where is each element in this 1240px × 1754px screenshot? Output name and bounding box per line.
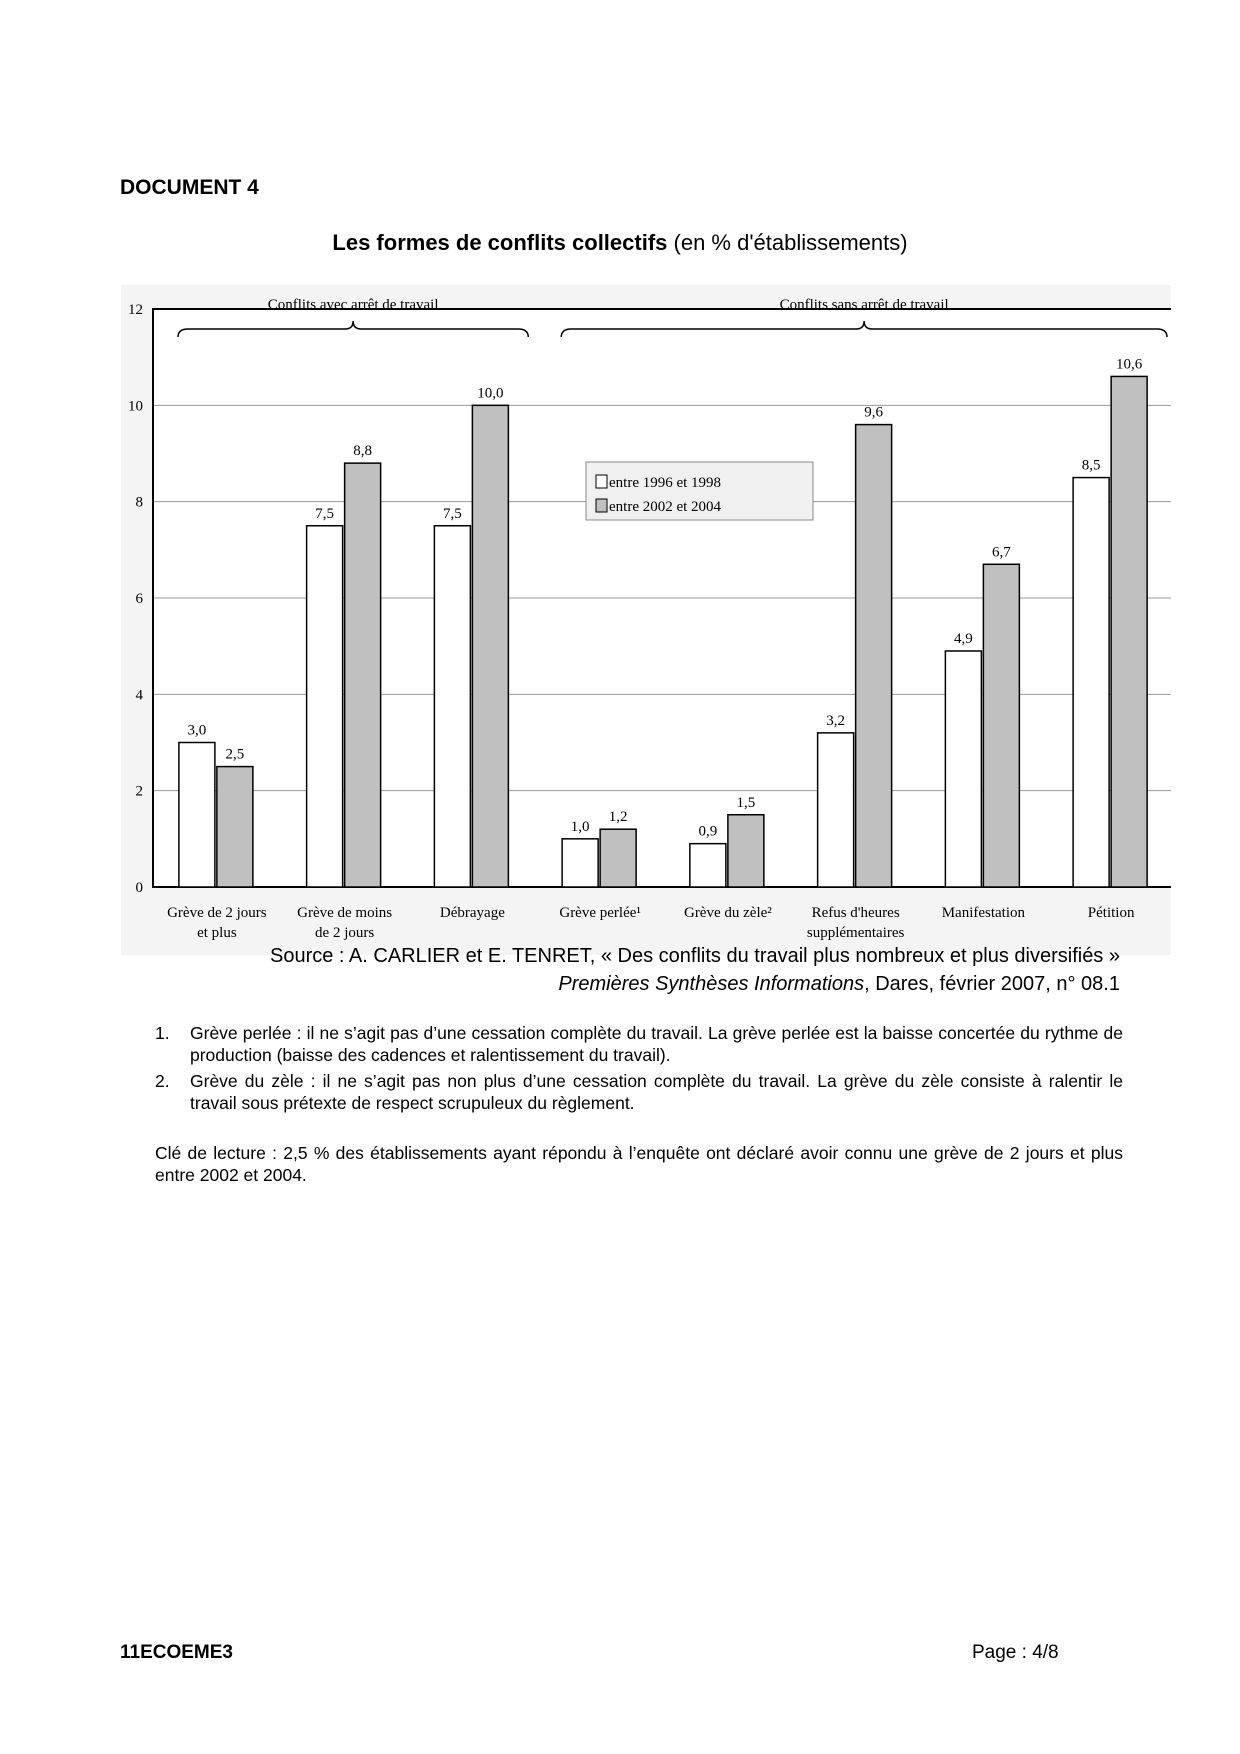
data-label: 3,2 (826, 713, 845, 729)
source-line-2: Premières Synthèses Informations, Dares,… (558, 973, 1120, 996)
y-tick-label: 10 (128, 398, 143, 414)
data-label: 2,5 (226, 747, 245, 763)
chart-title-bold: Les formes de conflits collectifs (332, 230, 668, 255)
x-tick-label: Grève du zèle² (684, 905, 772, 921)
data-label: 8,5 (1082, 458, 1101, 474)
data-label: 8,8 (353, 443, 372, 459)
x-tick-label: Débrayage (440, 905, 505, 921)
data-label: 7,5 (315, 506, 334, 522)
bar-2002-2004 (471, 404, 510, 888)
footnote-text: Grève perlée : il ne s’agit pas d’une ce… (190, 1023, 1123, 1065)
reading-key: Clé de lecture : 2,5 % des établissement… (155, 1143, 1123, 1185)
y-tick-label: 2 (136, 784, 144, 800)
data-label: 1,0 (571, 819, 590, 835)
chart-title-unit: (en % d'établissements) (667, 230, 908, 255)
data-label: 10,6 (1116, 356, 1143, 372)
footnote-number: 1. (155, 1023, 170, 1043)
x-tick-label: Manifestation (942, 905, 1026, 921)
bar-1996-1998 (561, 838, 599, 888)
x-tick-label: supplémentaires (807, 925, 905, 941)
bar-2002-2004 (343, 462, 382, 888)
data-label: 9,6 (864, 405, 883, 421)
legend-swatch-2002 (595, 498, 608, 513)
bar-1996-1998 (816, 732, 855, 888)
bar-chart: 0 2 4 6 8 10 12 3,0 2,5 7,5 8,8 7,5 10,0 1,0 1,2 0,9 1,… (121, 285, 1171, 955)
source-line-1: Source : A. CARLIER et E. TENRET, « Des … (270, 945, 1120, 967)
legend-swatch-1996 (595, 474, 608, 489)
data-label: 7,5 (443, 506, 462, 522)
footer-exam-code: 11ECOEME3 (120, 1642, 233, 1663)
y-tick-label: 4 (136, 687, 144, 703)
legend-label-1996: entre 1996 et 1998 (609, 475, 721, 491)
x-tick-label: Pétition (1088, 905, 1135, 921)
footnote-1: 1. Grève perlée : il ne s’agit pas d’une … (155, 1022, 1123, 1066)
footnote-text: Grève du zèle : il ne s’agit pas non plu… (190, 1071, 1123, 1113)
bar-2002-2004 (854, 423, 893, 888)
source-details: , Dares, février 2007, n° 08.1 (864, 973, 1120, 995)
bar-1996-1998 (1072, 476, 1110, 888)
plot-frame (152, 308, 1171, 888)
data-label: 6,7 (992, 544, 1011, 560)
source-publication: Premières Synthèses Informations (558, 973, 865, 995)
legend: entre 1996 et 1998 entre 2002 et 2004 (585, 461, 814, 521)
footnote-2: 2. Grève du zèle : il ne s’agit pas non p… (155, 1070, 1123, 1114)
group-brace (560, 320, 1168, 338)
footnote-number: 2. (155, 1071, 170, 1091)
legend-label-2002: entre 2002 et 2004 (609, 499, 722, 515)
x-tick-label: et plus (197, 925, 237, 941)
group-label: Conflits sans arrêt de travail (780, 297, 949, 313)
bar-1996-1998 (689, 842, 727, 888)
bar-2002-2004 (1110, 375, 1148, 888)
data-label: 10,0 (477, 385, 503, 401)
x-tick-label: Grève perlée¹ (559, 905, 641, 921)
chart-title: Les formes de conflits collectifs (en % … (0, 230, 1240, 256)
x-tick-label: Refus d'heures (812, 905, 900, 921)
x-tick-label: Grève de 2 jours (167, 905, 267, 921)
group-brace (177, 320, 529, 338)
y-tick-label: 6 (136, 591, 144, 607)
document-label: DOCUMENT 4 (120, 176, 259, 199)
group-label: Conflits avec arrêt de travail (268, 297, 439, 313)
bar-2002-2004 (982, 563, 1021, 888)
footer-page-number: Page : 4/8 (972, 1642, 1059, 1663)
bar-2002-2004 (727, 814, 765, 888)
data-label: 3,0 (188, 723, 207, 739)
y-tick-label: 0 (136, 880, 144, 896)
y-tick-label: 8 (136, 495, 144, 511)
bar-1996-1998 (305, 525, 344, 888)
data-label: 1,5 (737, 795, 756, 811)
legend-box (585, 461, 814, 521)
data-label: 1,2 (609, 809, 628, 825)
x-tick-label: de 2 jours (315, 925, 374, 941)
data-label: 0,9 (699, 824, 718, 840)
bar-2002-2004 (216, 765, 254, 888)
bar-2002-2004 (599, 828, 637, 888)
bar-1996-1998 (433, 525, 472, 888)
bar-1996-1998 (944, 650, 983, 888)
x-tick-label: Grève de moins (297, 905, 392, 921)
bar-1996-1998 (178, 741, 216, 888)
y-tick-label: 12 (128, 302, 143, 318)
data-label: 4,9 (954, 631, 973, 647)
